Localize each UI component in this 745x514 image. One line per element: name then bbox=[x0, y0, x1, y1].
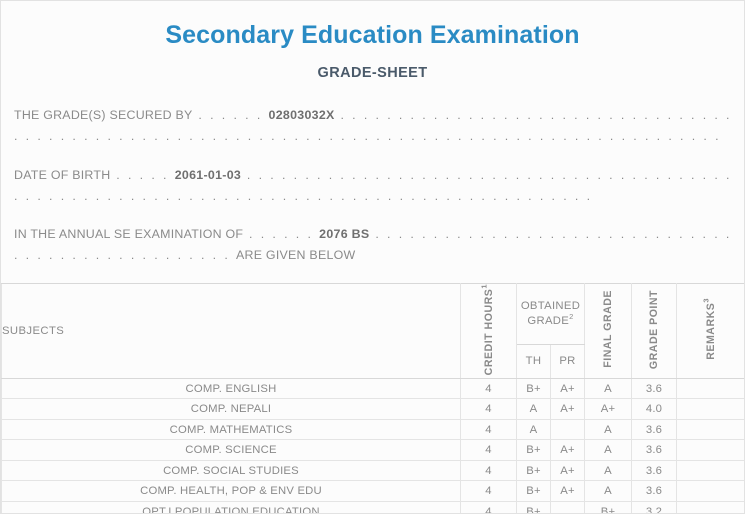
table-row: COMP. SOCIAL STUDIES 4 B+ A+ A 3.6 bbox=[1, 459, 744, 482]
grade-point-cell: 3.2 bbox=[631, 500, 677, 513]
final-grade-cell: A bbox=[584, 418, 632, 441]
final-grade-cell: B+ bbox=[584, 500, 632, 513]
credit-hours-cell: 4 bbox=[460, 459, 517, 482]
remarks-cell bbox=[676, 439, 744, 461]
theory-grade-cell: B+ bbox=[516, 480, 551, 502]
credit-hours-cell: 4 bbox=[460, 439, 517, 461]
column-header-subjects: SUBJECTS bbox=[1, 282, 461, 379]
credit-hours-cell: 4 bbox=[460, 398, 517, 420]
remarks-cell bbox=[676, 418, 744, 441]
final-grade-cell: A bbox=[584, 480, 632, 502]
final-grade-cell: A+ bbox=[584, 398, 632, 420]
theory-grade-cell: B+ bbox=[516, 377, 551, 400]
info-line-date-of-birth: DATE OF BIRTH . . . . . 2061-01-03 . . .… bbox=[14, 165, 733, 207]
theory-grade-cell: B+ bbox=[516, 500, 551, 513]
dob-leader-dots: . . . . . bbox=[110, 167, 175, 182]
practical-grade-cell: A+ bbox=[550, 439, 585, 461]
dob-label: DATE OF BIRTH bbox=[14, 167, 111, 182]
page-title: Secondary Education Examination bbox=[165, 21, 580, 49]
column-header-theory: TH bbox=[516, 344, 551, 379]
grade-point-cell: 3.6 bbox=[631, 418, 677, 441]
theory-grade-cell: A bbox=[516, 418, 551, 441]
remarks-text: REMARKS bbox=[704, 302, 717, 361]
info-line-secured-by: THE GRADE(S) SECURED BY . . . . . . 0280… bbox=[14, 105, 733, 147]
subject-cell: COMP. SOCIAL STUDIES bbox=[1, 459, 461, 482]
grade-point-cell: 3.6 bbox=[631, 439, 677, 461]
theory-grade-cell: B+ bbox=[516, 439, 551, 461]
table-row: COMP. SCIENCE 4 B+ A+ A 3.6 bbox=[1, 439, 744, 461]
grade-point-cell: 4.0 bbox=[631, 398, 677, 420]
theory-grade-cell: A bbox=[516, 398, 551, 420]
info-line-examination: IN THE ANNUAL SE EXAMINATION OF . . . . … bbox=[14, 224, 733, 266]
practical-grade-cell: A+ bbox=[550, 398, 585, 420]
grades-table-head: SUBJECTS CREDIT HOURS1 OBTAINED GRADE2 F… bbox=[1, 282, 745, 379]
secured-by-leader-dots: . . . . . . bbox=[192, 107, 269, 122]
grade-point-cell: 3.6 bbox=[631, 377, 677, 400]
student-info-block: THE GRADE(S) SECURED BY . . . . . . 0280… bbox=[1, 105, 744, 266]
practical-grade-cell bbox=[550, 418, 585, 441]
remarks-cell bbox=[676, 500, 744, 513]
column-header-practical: PR bbox=[550, 344, 585, 379]
dob-trailing-dots: . . . . . . . . . . . . . . . . . . . . … bbox=[14, 167, 732, 203]
credit-hours-cell: 4 bbox=[460, 500, 517, 513]
column-header-final-grade: FINAL GRADE bbox=[584, 282, 632, 379]
exam-tail-text: ARE GIVEN BELOW bbox=[236, 247, 356, 262]
credit-hours-text: CREDIT HOURS bbox=[482, 288, 495, 375]
secured-by-trailing-dots: . . . . . . . . . . . . . . . . . . . . … bbox=[14, 107, 732, 143]
exam-year-value: 2076 BS bbox=[319, 226, 370, 241]
subject-cell: OPT.I POPULATION EDUCATION bbox=[1, 500, 461, 513]
obtained-grade-footnote-marker: 2 bbox=[569, 312, 574, 322]
subject-cell: COMP. SCIENCE bbox=[1, 439, 461, 461]
final-grade-cell: A bbox=[584, 377, 632, 400]
grades-table-body: COMP. ENGLISH 4 B+ A+ A 3.6 COMP. NEPALI 4 A A+ A+… bbox=[1, 377, 744, 513]
header-row-main: SUBJECTS CREDIT HOURS1 OBTAINED GRADE2 F… bbox=[1, 282, 744, 379]
practical-grade-cell: A+ bbox=[550, 480, 585, 502]
remarks-cell bbox=[676, 480, 744, 502]
remarks-cell bbox=[676, 398, 744, 420]
final-grade-label: FINAL GRADE bbox=[602, 290, 614, 368]
remarks-label: REMARKS3 bbox=[701, 298, 717, 361]
secured-by-label: THE GRADE(S) SECURED BY bbox=[14, 107, 193, 122]
credit-hours-label: CREDIT HOURS1 bbox=[479, 284, 495, 375]
practical-grade-cell bbox=[550, 500, 585, 513]
grades-table: SUBJECTS CREDIT HOURS1 OBTAINED GRADE2 F… bbox=[1, 282, 745, 513]
remarks-cell bbox=[676, 459, 744, 482]
grade-point-cell: 3.6 bbox=[631, 480, 677, 502]
subject-cell: COMP. HEALTH, POP & ENV EDU bbox=[1, 480, 461, 502]
page-subtitle: GRADE-SHEET bbox=[317, 64, 428, 81]
table-row: COMP. NEPALI 4 A A+ A+ 4.0 bbox=[1, 398, 744, 420]
column-header-credit-hours: CREDIT HOURS1 bbox=[460, 282, 517, 379]
exam-label: IN THE ANNUAL SE EXAMINATION OF bbox=[14, 226, 244, 241]
dob-value: 2061-01-03 bbox=[174, 167, 242, 182]
final-grade-cell: A bbox=[584, 459, 632, 482]
subject-cell: COMP. ENGLISH bbox=[1, 377, 461, 400]
symbol-number-value: 02803032X bbox=[268, 107, 335, 122]
table-row: COMP. HEALTH, POP & ENV EDU 4 B+ A+ A 3.6 bbox=[1, 480, 744, 502]
table-row: COMP. MATHEMATICS 4 A A 3.6 bbox=[1, 418, 744, 441]
credit-hours-footnote-marker: 1 bbox=[478, 283, 488, 289]
table-row: COMP. ENGLISH 4 B+ A+ A 3.6 bbox=[1, 377, 744, 400]
exam-trailing-dots: . . . . . . . . . . . . . . . . . . . . … bbox=[14, 226, 732, 262]
grade-point-label: GRADE POINT bbox=[648, 289, 660, 369]
subject-cell: COMP. NEPALI bbox=[1, 398, 461, 420]
exam-leader-dots: . . . . . . bbox=[243, 226, 320, 241]
final-grade-cell: A bbox=[584, 439, 632, 461]
header-row-sub: TH PR bbox=[2, 344, 745, 379]
column-header-remarks: REMARKS3 bbox=[676, 282, 744, 379]
grade-point-cell: 3.6 bbox=[631, 459, 677, 482]
theory-grade-cell: B+ bbox=[516, 459, 551, 482]
column-header-obtained-grade: OBTAINED GRADE2 bbox=[516, 282, 585, 346]
remarks-footnote-marker: 3 bbox=[700, 298, 710, 303]
practical-grade-cell: A+ bbox=[550, 459, 585, 482]
practical-grade-cell: A+ bbox=[550, 377, 585, 400]
credit-hours-cell: 4 bbox=[460, 480, 517, 502]
subject-cell: COMP. MATHEMATICS bbox=[1, 418, 461, 441]
credit-hours-cell: 4 bbox=[460, 377, 517, 400]
obtained-grade-label: OBTAINED GRADE bbox=[520, 299, 581, 327]
table-row: OPT.I POPULATION EDUCATION 4 B+ B+ 3.2 bbox=[1, 500, 744, 513]
credit-hours-cell: 4 bbox=[460, 418, 517, 441]
column-header-grade-point: GRADE POINT bbox=[631, 282, 677, 379]
remarks-cell bbox=[676, 377, 744, 400]
